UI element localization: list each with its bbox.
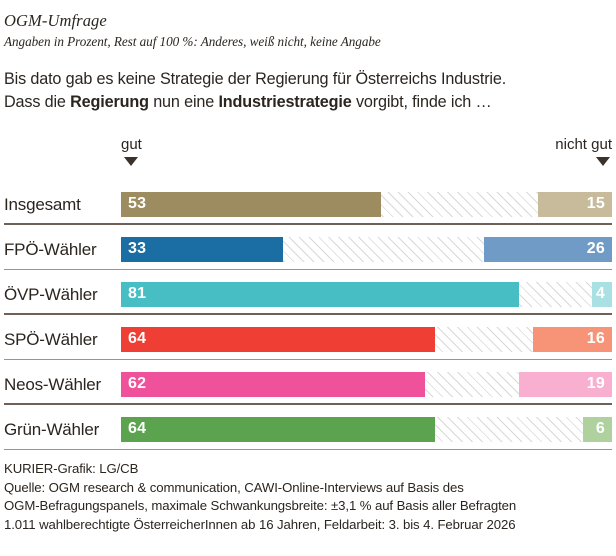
question-line-1: Bis dato gab es keine Strategie der Regi… [4,70,507,88]
row-label-sp-w-hler: SPÖ-Wähler [4,330,98,349]
bar-segment-nicht-gut: 26 [484,237,612,262]
question-text-b: nun eine [148,93,219,111]
bar-value-nicht-gut: 4 [595,285,605,302]
bar-track: 64 6 [121,417,612,442]
bar-segment-nicht-gut: 15 [538,192,612,217]
bar-track: 64 16 [121,327,612,352]
axis-label-gut: gut [121,136,142,153]
footer-credit: KURIER-Grafik: LG/CB [4,461,139,476]
chart-row: Insgesamt 53 15 [0,188,616,233]
bar-track: 81 4 [121,282,612,307]
bar-value-gut: 64 [128,420,147,437]
chart-row: Neos-Wähler 62 19 [0,368,616,413]
bar-value-gut: 33 [128,240,147,257]
bar-segment-nicht-gut: 19 [518,372,612,397]
chart-header: OGM-Umfrage Angaben in Prozent, Rest auf… [4,10,612,114]
bar-value-gut: 53 [128,195,147,212]
bar-value-gut: 64 [128,330,147,347]
bar-value-nicht-gut: 6 [595,420,605,437]
footer-source-line-1: Quelle: OGM research & communication, CA… [4,479,464,495]
bar-segment-nicht-gut: 16 [533,327,612,352]
chart-row: FPÖ-Wähler 33 26 [0,233,616,278]
chart-row: SPÖ-Wähler 64 16 [0,323,616,368]
triangle-down-icon-left [124,157,138,166]
footer-source-line-2: OGM-Befragungspanels, maximale Schwankun… [4,498,517,513]
bar-segment-nicht-gut: 4 [592,282,612,307]
row-separator [4,448,612,450]
chart-kicker: OGM-Umfrage [4,11,107,30]
bar-value-nicht-gut: 16 [586,330,605,347]
chart-footer: KURIER-Grafik: LG/CB Quelle: OGM researc… [4,460,612,534]
row-label-fp-w-hler: FPÖ-Wähler [4,240,97,259]
bar-segment-gut: 64 [121,327,436,352]
axis-label-nicht-gut: nicht gut [555,136,612,153]
row-separator [4,223,612,225]
bar-track: 33 26 [121,237,612,262]
row-label-insgesamt: Insgesamt [4,195,81,214]
chart-row: ÖVP-Wähler 81 4 [0,278,616,323]
row-label--vp-w-hler: ÖVP-Wähler [4,285,98,304]
bar-segment-nicht-gut: 6 [582,417,612,442]
row-separator [4,313,612,315]
bar-value-gut: 81 [128,285,147,302]
row-separator [4,358,612,360]
row-separator [4,403,612,405]
bar-segment-gut: 62 [121,372,426,397]
question-text-a: Dass die [4,93,71,111]
bar-value-nicht-gut: 15 [586,195,605,212]
chart-plot-area: Insgesamt 53 15 FPÖ-Wähler 33 26 ÖVP-Wähler 81 4… [0,188,616,458]
bar-value-nicht-gut: 19 [586,375,605,392]
question-emphasis-regierung: Regierung [70,93,149,111]
bar-segment-gut: 81 [121,282,519,307]
chart-row: Grün-Wähler 64 6 [0,413,616,458]
row-label-gr-n-w-hler: Grün-Wähler [4,420,100,439]
question-text-c: vorgibt, finde ich … [351,93,492,111]
bar-value-gut: 62 [128,375,147,392]
bar-segment-gut: 53 [121,192,382,217]
bar-value-nicht-gut: 26 [586,240,605,257]
chart-axis-legend: gut nicht gut [0,136,616,188]
row-label-neos-w-hler: Neos-Wähler [4,375,101,394]
bar-track: 62 19 [121,372,612,397]
bar-segment-gut: 33 [121,237,284,262]
chart-question: Bis dato gab es keine Strategie der Regi… [4,68,612,114]
bar-track: 53 15 [121,192,612,217]
footer-source-line-3: 1.011 wahlberechtigte ÖsterreicherInnen … [4,516,516,532]
bar-segment-gut: 64 [121,417,436,442]
question-emphasis-industriestrategie: Industriestrategie [218,93,352,111]
question-line-2: Dass die Regierung nun eine Industriestr… [4,91,612,114]
triangle-down-icon-right [596,157,610,166]
chart-subkicker: Angaben in Prozent, Rest auf 100 %: Ande… [4,34,381,49]
row-separator [4,268,612,270]
